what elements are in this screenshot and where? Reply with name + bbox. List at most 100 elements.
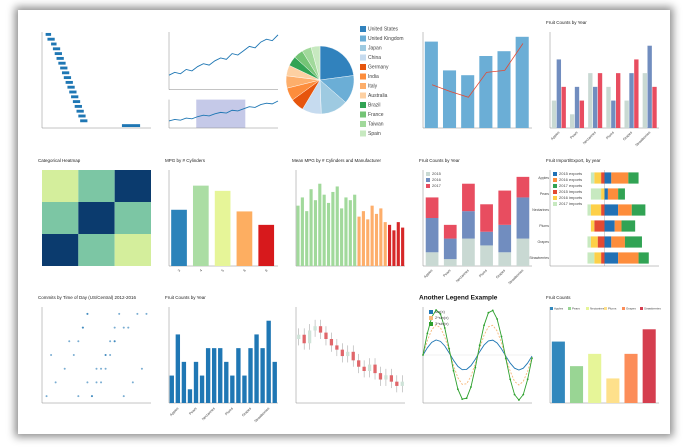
legend-swatch — [586, 307, 589, 310]
interval-bar — [76, 109, 84, 113]
bar — [590, 236, 598, 248]
bar — [331, 191, 335, 266]
scatter-point — [72, 354, 75, 356]
legend-label: Italy — [368, 83, 378, 89]
bar — [551, 341, 565, 403]
range-selection — [196, 99, 246, 128]
interval-bar — [47, 37, 55, 41]
bar — [224, 361, 229, 403]
chart-title: Another Legend Example — [419, 295, 498, 302]
series-line — [168, 34, 279, 76]
series-line — [422, 309, 533, 401]
bar — [624, 236, 642, 248]
bar — [618, 188, 625, 200]
heatmap-cell — [78, 234, 115, 266]
series-marker — [470, 386, 472, 388]
x-tick-label: Strawberries — [635, 130, 652, 147]
interval-bar — [51, 42, 57, 46]
bar — [597, 73, 603, 128]
scatter-point — [81, 326, 84, 329]
legend-label: Germany — [368, 64, 389, 70]
group-label: Grapes — [241, 406, 252, 417]
bar — [590, 204, 602, 216]
legend-swatch — [360, 54, 366, 61]
bar — [425, 218, 439, 253]
bar — [601, 172, 605, 184]
bar — [383, 222, 387, 266]
legend-swatch — [553, 190, 557, 194]
bar — [366, 219, 370, 266]
candle-body — [400, 381, 404, 386]
scatter-point — [104, 354, 107, 356]
series-marker — [531, 357, 533, 360]
bar — [561, 86, 566, 128]
heatmap-cell — [114, 202, 151, 234]
bar — [516, 238, 530, 266]
bar — [214, 190, 231, 266]
bar — [169, 375, 174, 403]
series-marker — [426, 332, 429, 335]
bar — [606, 86, 611, 128]
x-tick-label: Pears — [569, 130, 578, 139]
interval-bar — [60, 66, 68, 70]
candle-body — [318, 326, 323, 333]
candle-body — [367, 364, 372, 371]
bar — [628, 172, 639, 184]
bar — [401, 227, 405, 266]
legend-swatch — [553, 202, 557, 206]
bar — [313, 200, 318, 266]
scatter-point — [109, 340, 112, 343]
candle-body — [395, 381, 399, 386]
legend-label: Brazil — [368, 102, 381, 108]
bar — [318, 183, 322, 266]
group-label: Plums — [224, 406, 234, 416]
legend-swatch — [553, 172, 557, 176]
scatter-point — [68, 340, 71, 343]
series-marker — [422, 354, 424, 356]
interval-bar — [61, 71, 70, 75]
bar — [326, 202, 331, 266]
bar — [387, 224, 392, 266]
group-label: Strawberries — [254, 406, 271, 423]
bar — [631, 204, 646, 216]
chart-title: MPG by # Cylinders — [165, 158, 206, 163]
bar — [604, 220, 615, 232]
group-label: Pears — [188, 406, 197, 415]
pie-slice — [319, 45, 354, 81]
legend-swatch — [360, 83, 366, 89]
bar — [187, 389, 193, 403]
candle-body — [378, 373, 383, 380]
legend-swatch — [426, 178, 430, 182]
legend-swatch — [429, 316, 433, 320]
x-tick-label: Grapes — [495, 268, 506, 279]
bar — [254, 334, 259, 403]
legend-swatch — [553, 184, 557, 188]
chart-title: Fruit Counts by Year — [546, 20, 587, 25]
bar — [590, 188, 602, 200]
legend-swatch — [604, 307, 607, 310]
scatter-point — [136, 312, 139, 315]
bar — [642, 73, 648, 128]
interval-bar — [56, 56, 64, 60]
legend-swatch — [550, 307, 553, 310]
group-label: Nectarines — [201, 406, 216, 421]
series-marker — [487, 311, 490, 314]
bar — [443, 238, 457, 260]
heatmap-cell — [78, 170, 115, 202]
legend-label: Strawberries — [644, 306, 661, 310]
bar — [601, 252, 605, 264]
interval-bar — [80, 119, 88, 123]
x-tick-label: Apples — [423, 268, 434, 279]
legend-label: 2017 imports — [559, 201, 582, 206]
legend-swatch — [426, 184, 430, 188]
legend-swatch — [429, 322, 433, 326]
bar — [624, 353, 638, 403]
bar — [642, 329, 656, 403]
legend-swatch — [360, 92, 366, 99]
legend-label: China — [368, 55, 381, 61]
bar — [556, 59, 562, 128]
x-tick-label: Nectarines — [582, 130, 597, 145]
bar — [192, 185, 209, 266]
bar — [611, 172, 629, 184]
legend-label: sin(x) — [435, 309, 445, 314]
